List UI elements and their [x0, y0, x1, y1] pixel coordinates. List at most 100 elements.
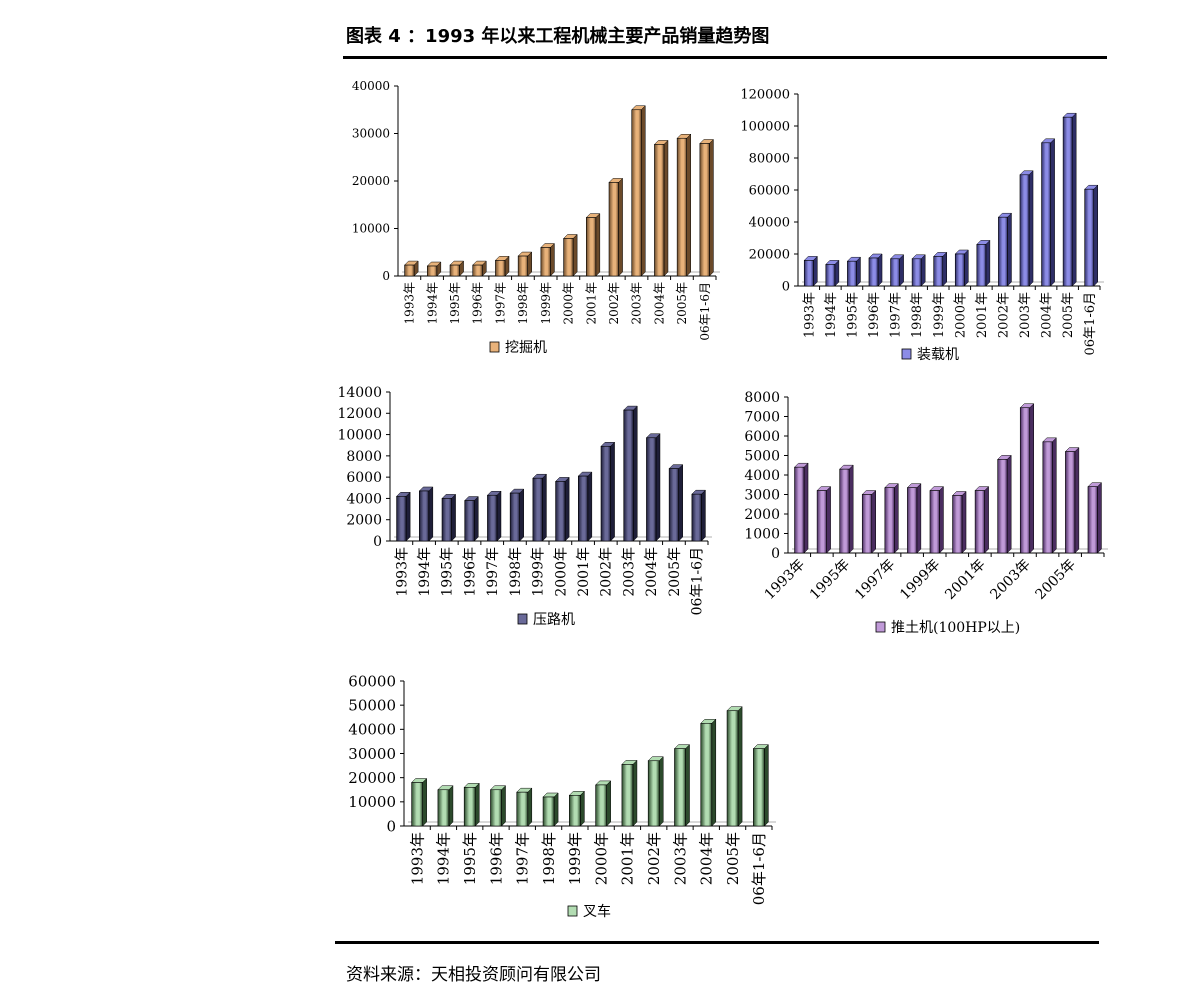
bar: [700, 722, 713, 827]
bar: [890, 258, 900, 287]
x-tick-label: 2000年: [953, 292, 968, 338]
y-tick-label: 40000: [749, 216, 790, 231]
bar-side: [1097, 482, 1102, 554]
bar: [803, 260, 814, 287]
x-tick-label: 1997年: [493, 282, 507, 325]
bar: [1019, 174, 1030, 287]
title-divider: [343, 56, 1107, 59]
bar: [1065, 451, 1076, 554]
bar-side: [519, 488, 524, 542]
bar: [907, 487, 918, 554]
x-tick-label: 1995年: [845, 292, 860, 338]
bar: [578, 475, 589, 542]
x-tick-label: 2003年: [671, 832, 689, 885]
bar-side: [1074, 446, 1080, 554]
bar: [911, 258, 922, 287]
y-tick-label: 20000: [749, 248, 790, 263]
bar: [563, 238, 574, 277]
x-tick-label: 2001年: [975, 292, 990, 338]
bar: [437, 789, 450, 827]
x-tick-label: 2003年: [621, 547, 637, 597]
x-tick-label: 2005年: [724, 832, 742, 885]
bar-side: [501, 785, 506, 827]
bar-side: [428, 486, 434, 542]
bar-side: [920, 254, 926, 287]
x-tick-label: 1997年: [852, 557, 898, 603]
y-tick-label: 40000: [348, 721, 396, 739]
y-tick-label: 40000: [352, 79, 390, 93]
legend-swatch: [875, 621, 886, 633]
y-tick-label: 80000: [749, 152, 790, 167]
y-tick-label: 2000: [744, 507, 780, 523]
bar-side: [899, 254, 904, 287]
x-tick-label: 2001年: [584, 282, 598, 325]
bar: [427, 265, 438, 277]
bar-side: [826, 485, 831, 554]
x-tick-label: 2002年: [645, 832, 663, 885]
bar-side: [595, 212, 601, 277]
x-tick-label: 1996年: [867, 292, 882, 338]
x-tick-label: 1995年: [440, 547, 456, 597]
bar-side: [894, 483, 899, 554]
legend: 装载机: [901, 347, 959, 363]
bar-side: [641, 105, 646, 277]
bar-side: [448, 785, 454, 827]
bar: [976, 244, 987, 287]
x-tick-label: 1994年: [417, 547, 433, 597]
y-tick-label: 0: [386, 817, 396, 835]
bar: [472, 264, 483, 277]
x-tick-label: 1999年: [897, 557, 943, 603]
x-tick-label: 06年1-6月: [690, 547, 706, 615]
legend-label: 装载机: [917, 347, 959, 363]
x-tick-label: 2001年: [576, 547, 592, 597]
bar-side: [606, 780, 611, 827]
bar: [463, 787, 476, 827]
bar-side: [553, 792, 559, 827]
page-title: 图表 4 ：1993 年以来工程机械主要产品销量趋势图: [346, 26, 770, 47]
x-tick-label: 2003年: [630, 282, 644, 325]
x-tick-label: 2003年: [1018, 292, 1033, 338]
y-tick-label: 12000: [337, 406, 382, 422]
bar-side: [939, 485, 944, 554]
bar: [647, 760, 660, 827]
y-tick-label: 100000: [740, 120, 790, 135]
x-tick-label: 1994年: [435, 832, 453, 885]
bar-side: [405, 491, 411, 542]
bar: [1062, 116, 1073, 287]
bar: [419, 490, 430, 542]
bar: [608, 182, 619, 277]
bar: [569, 795, 581, 827]
x-tick-label: 2004年: [698, 832, 716, 885]
y-tick-label: 3000: [744, 487, 780, 503]
bar: [1041, 142, 1051, 287]
bar-side: [984, 485, 989, 554]
bar: [586, 217, 597, 277]
x-tick-label: 2005年: [667, 547, 683, 597]
bar-side: [709, 138, 714, 277]
x-tick-label: 06年1-6月: [698, 282, 712, 341]
bar: [699, 143, 710, 277]
bar-side: [803, 462, 809, 554]
x-tick-label: 1996年: [471, 282, 485, 325]
x-tick-label: 2002年: [599, 547, 615, 597]
bar-side: [655, 433, 661, 542]
y-tick-label: 120000: [740, 88, 790, 103]
bulldozer-chart: 0100020003000400050006000700080001993年19…: [744, 390, 1108, 636]
x-tick-label: 1997年: [514, 832, 532, 885]
x-tick-label: 1996年: [462, 547, 478, 597]
y-tick-label: 4000: [744, 468, 780, 484]
bar: [516, 791, 529, 827]
bar: [847, 260, 857, 287]
x-tick-label: 2002年: [996, 292, 1011, 338]
bar-side: [1050, 138, 1055, 287]
bar: [464, 500, 475, 542]
source-divider: [335, 941, 1099, 944]
legend: 推土机(100HP以上): [875, 620, 1020, 636]
bar: [595, 784, 607, 827]
bar: [839, 468, 850, 554]
legend: 挖掘机: [489, 340, 547, 356]
x-tick-label: 06年1-6月: [750, 832, 768, 905]
legend-label: 推土机(100HP以上): [891, 620, 1020, 636]
x-tick-label: 1995年: [448, 282, 462, 325]
bar: [997, 459, 1008, 554]
